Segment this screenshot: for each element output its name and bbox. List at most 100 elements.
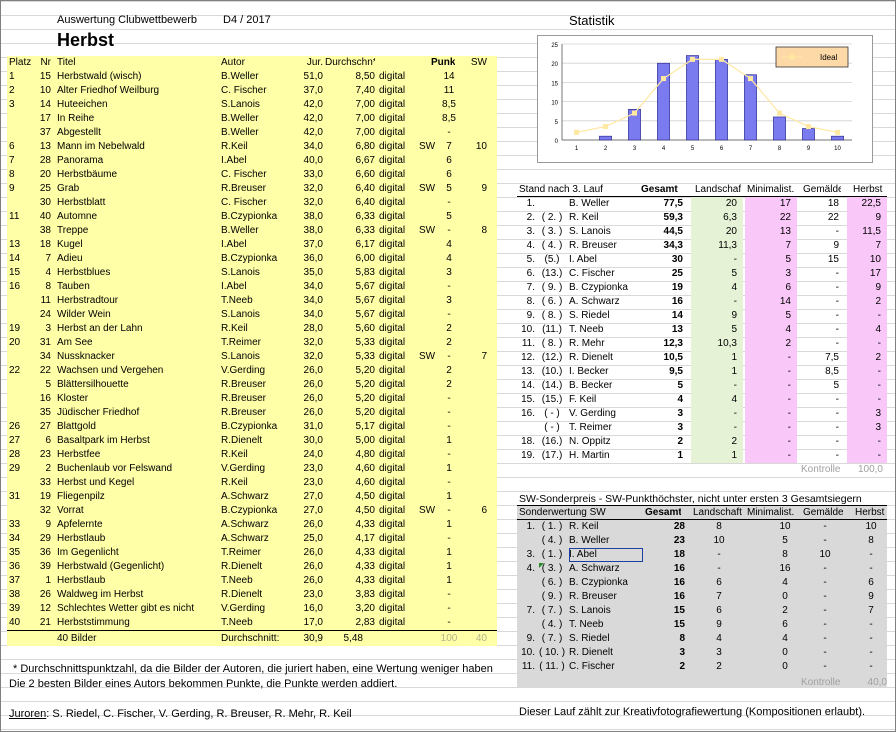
- table-cell: 26,0: [303, 379, 323, 390]
- sw-score-cell: 4: [782, 633, 788, 644]
- table-cell: digital: [379, 113, 406, 124]
- x-tick-label: 3: [633, 146, 637, 152]
- table-cell: R.Breuser: [221, 379, 267, 390]
- sw-score-cell: 10: [819, 549, 831, 560]
- sw-score-cell: 3: [716, 647, 722, 658]
- table-cell: I.Abel: [221, 155, 247, 166]
- bar: [657, 62, 670, 141]
- table-cell: 2: [446, 337, 452, 348]
- ideal-point: [661, 76, 666, 82]
- score-cell: -: [733, 254, 737, 265]
- table-cell: digital: [379, 379, 406, 390]
- ideal-point: [748, 76, 753, 82]
- author: I. Abel: [569, 254, 597, 265]
- minimal-bg: [745, 379, 797, 393]
- rank: 14.: [521, 380, 535, 391]
- table-cell: [9, 392, 31, 406]
- table-cell: 28: [39, 155, 51, 166]
- prev-rank: ( 9. ): [541, 282, 563, 293]
- sw-rank: 11.: [521, 661, 535, 672]
- table-cell: 32,0: [303, 337, 323, 348]
- landschaft-bg: [691, 267, 743, 281]
- table-cell: 8: [9, 169, 15, 180]
- footer-jur: 30,9: [303, 633, 323, 644]
- score-cell: -: [877, 450, 881, 461]
- prev-rank: (10.): [541, 366, 563, 377]
- ideal-point: [574, 129, 579, 135]
- table-cell: 3: [446, 267, 452, 278]
- table-cell: 32,0: [303, 197, 323, 208]
- table-cell: digital: [379, 365, 406, 376]
- table-cell: Herbstlaub: [57, 533, 106, 544]
- rank: 4.: [526, 240, 535, 251]
- table-cell: 22: [9, 365, 21, 376]
- table-cell: T.Reimer: [221, 337, 262, 348]
- table-cell: 3: [446, 295, 452, 306]
- histogram-chart: 0 5 10 15 20 25 1 2 3 4 5 6 7 8 9 10 Ideal: [551, 43, 852, 152]
- landschaft-bg: [691, 365, 743, 379]
- table-cell: 28,0: [303, 323, 323, 334]
- sw-col-header: Gemälde: [803, 507, 843, 518]
- rank: 15.: [521, 394, 535, 405]
- sw-score-cell: 9: [868, 591, 874, 602]
- sw-background: [517, 506, 887, 688]
- score-cell: 4: [731, 394, 737, 405]
- table-cell: [467, 602, 487, 616]
- herbst-bg: [847, 225, 887, 239]
- minimal-bg: [745, 211, 797, 225]
- score-cell: 7,5: [825, 352, 839, 363]
- prev-rank: (15.): [541, 394, 563, 405]
- x-tick-label: 7: [749, 146, 753, 152]
- sw-author: R. Keil: [569, 521, 599, 532]
- table-cell: [467, 294, 487, 308]
- table-cell: [467, 616, 487, 630]
- score-cell: 5: [677, 380, 683, 391]
- table-cell: Alter Friedhof Weilburg: [57, 85, 160, 96]
- sw-kontrolle-label: Kontrolle: [801, 677, 841, 688]
- score-cell: 5: [833, 380, 839, 391]
- standings-header-divider: [517, 196, 887, 197]
- table-cell: C. Fischer: [221, 169, 267, 180]
- table-cell: 37: [9, 575, 21, 586]
- sw-rank: [517, 590, 535, 604]
- author: B. Weller: [569, 198, 610, 209]
- table-cell: -: [447, 197, 451, 208]
- table-cell: R.Keil: [221, 323, 248, 334]
- sw-score-cell: -: [869, 619, 873, 630]
- table-cell: [467, 168, 487, 182]
- table-cell: digital: [379, 281, 406, 292]
- rank: 12.: [521, 352, 535, 363]
- sw-score-cell: -: [717, 563, 721, 574]
- table-cell: digital: [379, 295, 406, 306]
- table-cell: B.Czypionka: [221, 505, 278, 516]
- sw-score-cell: 7: [716, 591, 722, 602]
- sw-author[interactable]: I. Abel: [569, 548, 643, 562]
- table-cell: Wilder Wein: [57, 309, 111, 320]
- prev-rank: (16.): [541, 436, 563, 447]
- table-cell: T.Neeb: [221, 617, 253, 628]
- table-cell: Mann im Nebelwald: [57, 141, 145, 152]
- table-cell: 5,33: [355, 337, 375, 348]
- table-cell: 5,17: [355, 421, 375, 432]
- table-cell: I.Abel: [221, 239, 247, 250]
- table-cell: 5,00: [355, 435, 375, 446]
- table-cell: 6: [446, 155, 452, 166]
- herbst-bg: [847, 407, 887, 421]
- sw-score-cell: 18: [673, 549, 685, 560]
- chart-frame[interactable]: 0 5 10 15 20 25 1 2 3 4 5 6 7 8 9 10 Ideal: [537, 35, 873, 163]
- table-cell: Vorrat: [57, 505, 84, 516]
- table-cell: -: [447, 225, 451, 236]
- table-cell: [9, 224, 31, 238]
- table-cell: 39: [39, 561, 51, 572]
- table-cell: Treppe: [57, 225, 89, 236]
- author: F. Keil: [569, 394, 597, 405]
- table-cell: 5,83: [355, 267, 375, 278]
- table-cell: 30: [39, 197, 51, 208]
- table-cell: 1: [446, 435, 452, 446]
- table-cell: digital: [379, 211, 406, 222]
- table-cell: 27,0: [303, 505, 323, 516]
- table-cell: 42,0: [303, 99, 323, 110]
- score-cell: 13: [671, 324, 683, 335]
- table-cell: [467, 532, 487, 546]
